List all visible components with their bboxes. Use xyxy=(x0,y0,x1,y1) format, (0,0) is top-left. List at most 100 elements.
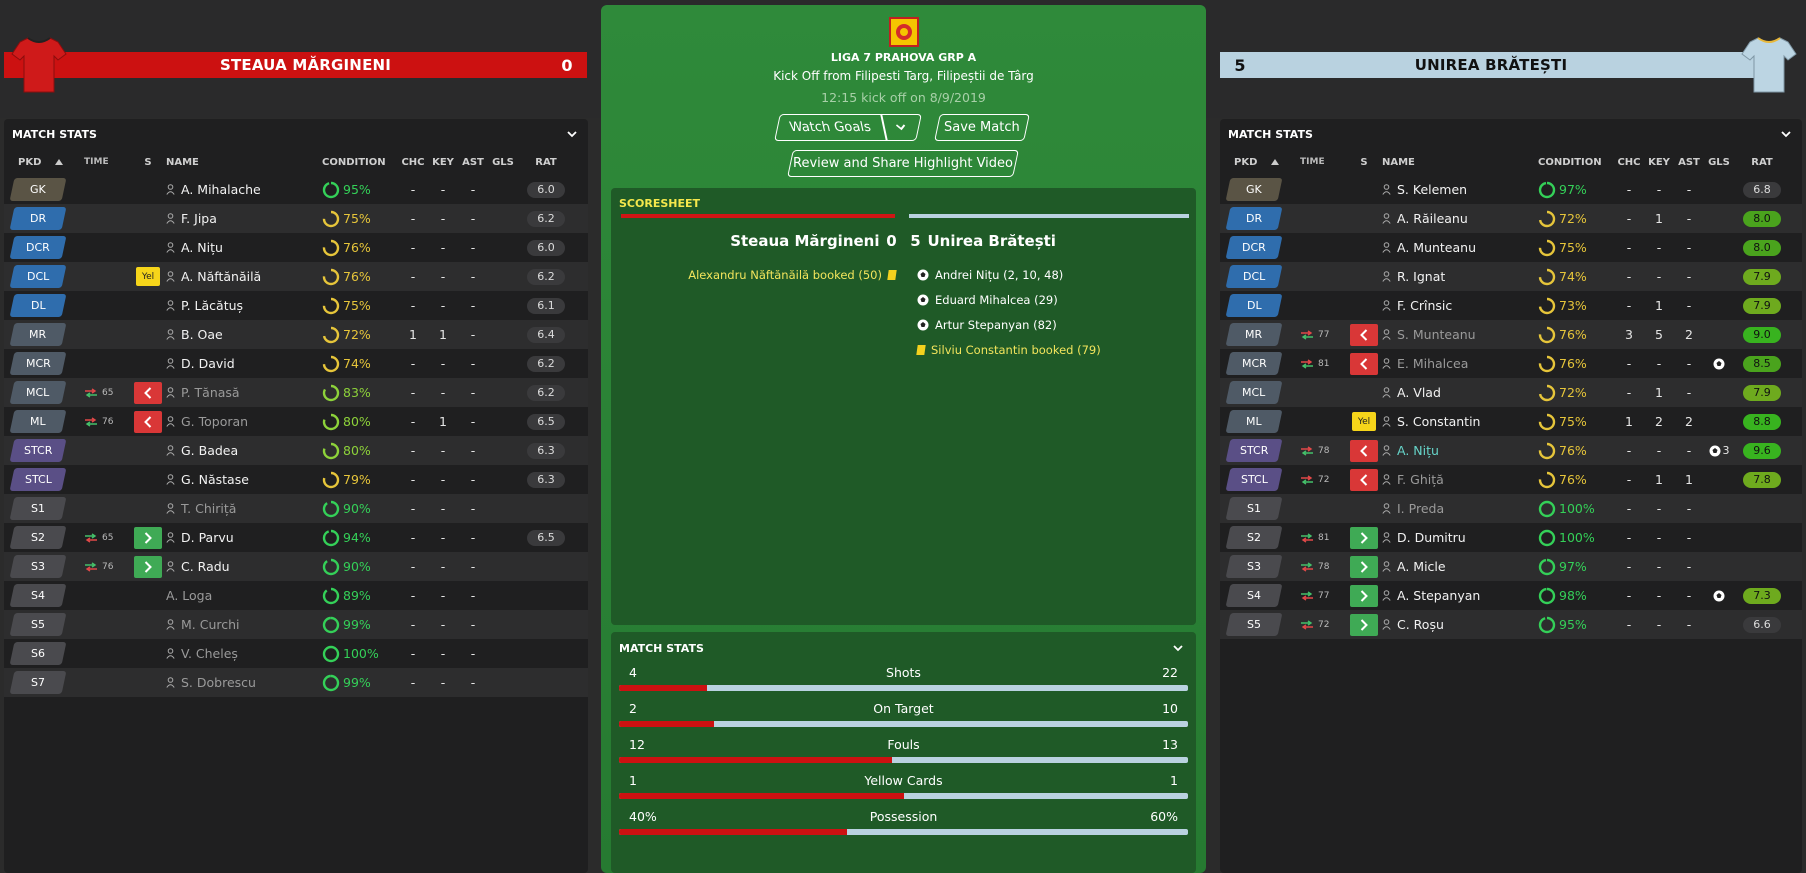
column-header-ast[interactable]: AST xyxy=(1678,156,1700,168)
player-row[interactable]: DCL Yel A. Năftănăilă 76% - - - 6.2 xyxy=(4,262,588,291)
substitution-in-button[interactable] xyxy=(1350,526,1378,549)
watch-goals-button[interactable]: Watch Goals xyxy=(774,114,922,141)
player-name[interactable]: A. Nițu xyxy=(1397,443,1439,458)
player-row[interactable]: DR F. Jipa 75% - - - 6.2 xyxy=(4,204,588,233)
player-row[interactable]: ML 76 G. Toporan 80% - 1 - 6.5 xyxy=(4,407,588,436)
substitution-in-button[interactable] xyxy=(134,555,162,578)
player-name[interactable]: A. Răileanu xyxy=(1397,211,1468,226)
column-header-cond[interactable]: CONDITION xyxy=(322,156,386,168)
substitution-out-button[interactable] xyxy=(134,410,162,433)
home-team-name[interactable]: STEAUA MĂRGINENI xyxy=(219,56,392,74)
column-header-chc[interactable]: CHC xyxy=(401,156,425,168)
player-row[interactable]: MCL A. Vlad 72% - 1 - 7.9 xyxy=(1220,378,1802,407)
player-name[interactable]: E. Mihalcea xyxy=(1397,356,1469,371)
column-header-ast[interactable]: AST xyxy=(462,156,484,168)
substitution-in-button[interactable] xyxy=(1350,613,1378,636)
player-row[interactable]: S7 S. Dobrescu 99% - - - xyxy=(4,668,588,697)
player-row[interactable]: DL P. Lăcătuș 75% - - - 6.1 xyxy=(4,291,588,320)
column-header-cond[interactable]: CONDITION xyxy=(1538,156,1602,168)
player-row[interactable]: MR B. Oae 72% 1 1 - 6.4 xyxy=(4,320,588,349)
player-name[interactable]: M. Curchi xyxy=(181,617,240,632)
player-name[interactable]: C. Radu xyxy=(181,559,230,574)
sort-asc-icon[interactable] xyxy=(1271,159,1280,165)
column-header-name[interactable]: NAME xyxy=(166,156,199,168)
player-row[interactable]: STCL G. Năstase 79% - - - 6.3 xyxy=(4,465,588,494)
review-highlight-button[interactable]: Review and Share Highlight Video xyxy=(787,150,1019,177)
player-name[interactable]: A. Mihalache xyxy=(181,182,261,197)
player-row[interactable]: S2 81 D. Dumitru 100% - - - xyxy=(1220,523,1802,552)
player-name[interactable]: A. Stepanyan xyxy=(1397,588,1481,603)
player-name[interactable]: S. Dobrescu xyxy=(181,675,256,690)
column-header-name[interactable]: NAME xyxy=(1382,156,1415,168)
player-row[interactable]: ML Yel S. Constantin 75% 1 2 2 8.8 xyxy=(1220,407,1802,436)
scoresheet-home-name[interactable]: Steaua Mărgineni xyxy=(730,232,880,250)
column-header-key[interactable]: KEY xyxy=(1648,156,1670,168)
player-row[interactable]: MCR 81 E. Mihalcea 76% - - - 8.5 xyxy=(1220,349,1802,378)
column-header-rat[interactable]: RAT xyxy=(1751,156,1773,168)
player-name[interactable]: P. Lăcătuș xyxy=(181,298,244,313)
player-row[interactable]: GK A. Mihalache 95% - - - 6.0 xyxy=(4,175,588,204)
substitution-in-button[interactable] xyxy=(134,526,162,549)
substitution-out-button[interactable] xyxy=(1350,352,1378,375)
substitution-out-button[interactable] xyxy=(1350,439,1378,462)
player-name[interactable]: G. Badea xyxy=(181,443,239,458)
substitution-out-button[interactable] xyxy=(1350,468,1378,491)
player-name[interactable]: F. Ghiță xyxy=(1397,472,1444,487)
player-name[interactable]: C. Roșu xyxy=(1397,617,1444,632)
column-header-s[interactable]: S xyxy=(1360,156,1368,168)
save-match-button[interactable]: Save Match xyxy=(934,114,1030,141)
player-row[interactable]: DR A. Răileanu 72% - 1 - 8.0 xyxy=(1220,204,1802,233)
column-header-time[interactable]: TIME xyxy=(84,157,109,167)
scoresheet-away-name[interactable]: Unirea Brătești xyxy=(927,232,1056,250)
chevron-down-icon[interactable] xyxy=(1170,640,1186,656)
player-row[interactable]: S3 78 A. Micle 97% - - - xyxy=(1220,552,1802,581)
sort-asc-icon[interactable] xyxy=(55,159,64,165)
player-row[interactable]: MCR D. David 74% - - - 6.2 xyxy=(4,349,588,378)
player-row[interactable]: MCL 65 P. Tănasă 83% - - - 6.2 xyxy=(4,378,588,407)
player-name[interactable]: D. Dumitru xyxy=(1397,530,1466,545)
player-name[interactable]: S. Kelemen xyxy=(1397,182,1468,197)
player-row[interactable]: S4 A. Loga 89% - - - xyxy=(4,581,588,610)
player-name[interactable]: A. Munteanu xyxy=(1397,240,1477,255)
player-name[interactable]: A. Vlad xyxy=(1397,385,1441,400)
column-header-pos[interactable]: PKD xyxy=(1220,157,1300,168)
substitution-in-button[interactable] xyxy=(1350,555,1378,578)
player-name[interactable]: D. Parvu xyxy=(181,530,234,545)
player-name[interactable]: I. Preda xyxy=(1397,501,1445,516)
player-name[interactable]: T. Chiriță xyxy=(181,501,237,516)
player-row[interactable]: S5 72 C. Roșu 95% - - - 6.6 xyxy=(1220,610,1802,639)
player-row[interactable]: S2 65 D. Parvu 94% - - - 6.5 xyxy=(4,523,588,552)
player-name[interactable]: R. Ignat xyxy=(1397,269,1446,284)
column-header-rat[interactable]: RAT xyxy=(535,156,557,168)
column-header-gls[interactable]: GLS xyxy=(492,156,514,168)
player-row[interactable]: S5 M. Curchi 99% - - - xyxy=(4,610,588,639)
player-row[interactable]: DCR A. Nițu 76% - - - 6.0 xyxy=(4,233,588,262)
substitution-out-button[interactable] xyxy=(1350,323,1378,346)
player-name[interactable]: G. Năstase xyxy=(181,472,249,487)
chevron-down-icon[interactable] xyxy=(1778,126,1794,142)
player-row[interactable]: STCL 72 F. Ghiță 76% - 1 1 7.8 xyxy=(1220,465,1802,494)
player-row[interactable]: STCR 78 A. Nițu 76% - - - 3 9.6 xyxy=(1220,436,1802,465)
column-header-pos[interactable]: PKD xyxy=(4,157,84,168)
player-row[interactable]: DCL R. Ignat 74% - - - 7.9 xyxy=(1220,262,1802,291)
player-name[interactable]: S. Munteanu xyxy=(1397,327,1476,342)
player-name[interactable]: F. Jipa xyxy=(181,211,217,226)
substitution-in-button[interactable] xyxy=(1350,584,1378,607)
player-row[interactable]: S4 77 A. Stepanyan 98% - - - 7.3 xyxy=(1220,581,1802,610)
player-name[interactable]: A. Micle xyxy=(1397,559,1446,574)
player-name[interactable]: D. David xyxy=(181,356,235,371)
player-row[interactable]: MR 77 S. Munteanu 76% 3 5 2 9.0 xyxy=(1220,320,1802,349)
chevron-down-icon[interactable] xyxy=(564,126,580,142)
player-name[interactable]: G. Toporan xyxy=(181,414,249,429)
player-row[interactable]: DCR A. Munteanu 75% - - - 8.0 xyxy=(1220,233,1802,262)
player-name[interactable]: B. Oae xyxy=(181,327,223,342)
substitution-out-button[interactable] xyxy=(134,381,162,404)
player-row[interactable]: S1 T. Chiriță 90% - - - xyxy=(4,494,588,523)
player-row[interactable]: S3 76 C. Radu 90% - - - xyxy=(4,552,588,581)
column-header-chc[interactable]: CHC xyxy=(1617,156,1641,168)
player-row[interactable]: STCR G. Badea 80% - - - 6.3 xyxy=(4,436,588,465)
player-row[interactable]: DL F. Crînsic 73% - 1 - 7.9 xyxy=(1220,291,1802,320)
player-row[interactable]: GK S. Kelemen 97% - - - 6.8 xyxy=(1220,175,1802,204)
player-name[interactable]: V. Cheleș xyxy=(181,646,238,661)
player-name[interactable]: A. Loga xyxy=(166,588,213,603)
